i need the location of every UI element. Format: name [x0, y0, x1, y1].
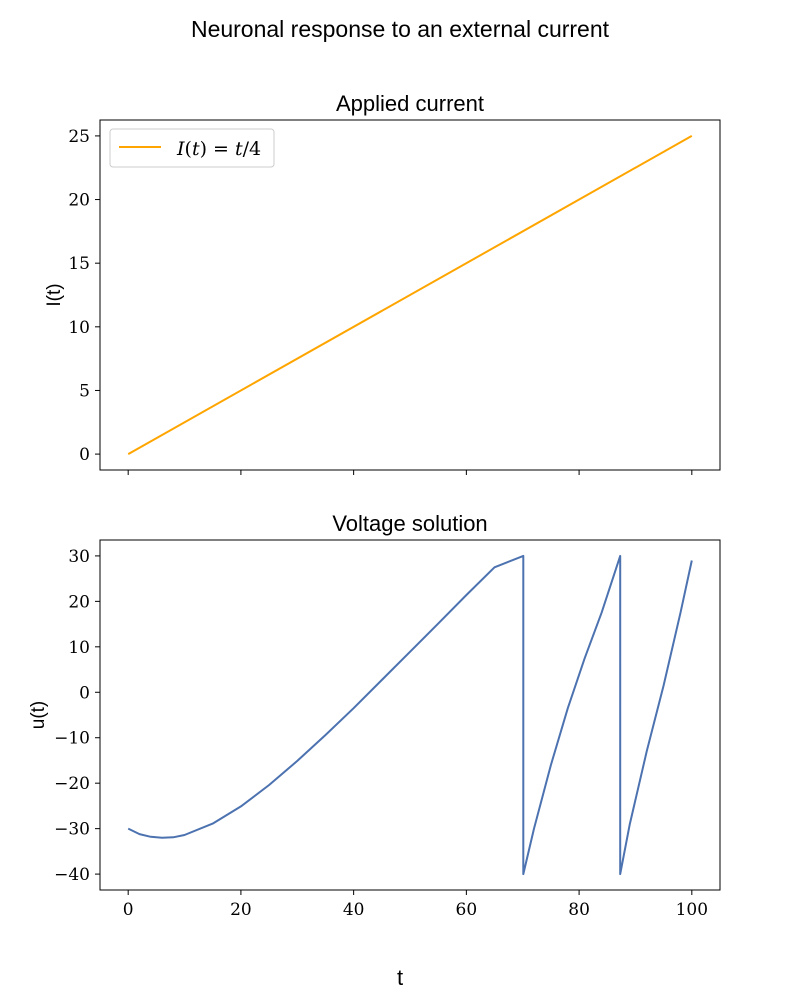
y-tick-label: 20 — [68, 191, 90, 211]
legend-box — [109, 128, 275, 168]
figure-suptitle: Neuronal response to an external current — [191, 16, 610, 42]
y-tick-label: 0 — [79, 683, 90, 703]
axes-frame — [99, 119, 721, 471]
y-tick-label: 20 — [68, 592, 90, 612]
y-tick-label: −20 — [54, 774, 90, 794]
legend-entry: I(t) = t/4 — [176, 138, 261, 160]
y-axis-label: I(t) — [44, 283, 65, 306]
y-tick-label: −40 — [54, 865, 90, 885]
y-axis-label: u(t) — [28, 701, 49, 730]
axes-frame — [99, 539, 721, 891]
y-tick-label: 10 — [68, 318, 90, 338]
y-tick-label: 10 — [68, 638, 90, 658]
y-tick-label: 15 — [68, 254, 90, 274]
chart-title: Applied current — [336, 91, 484, 116]
x-tick-label: 40 — [343, 900, 365, 920]
x-tick-label: 100 — [676, 900, 708, 920]
legend: I(t) = t/4 I(t) = t/4 — [0, 0, 275, 168]
y-tick-label: 5 — [79, 381, 90, 401]
chart-voltage-solution: Voltage solution u(t) 0 20 40 60 80 100−40−30… — [28, 511, 721, 920]
x-tick-label: 0 — [123, 900, 134, 920]
y-tick-label: −30 — [54, 820, 90, 840]
legend-entry-data: I(t) = t/4 — [0, 0, 5, 1]
series-line-0 — [127, 554, 693, 876]
y-tick-label: 0 — [79, 445, 90, 465]
chart-applied-current: Applied current I(t) 0 5 10 15 20 25 I(t) = t… — [0, 0, 721, 475]
y-tick-label: 25 — [68, 127, 90, 147]
x-tick-label: 60 — [456, 900, 478, 920]
x-tick-label: 80 — [568, 900, 590, 920]
series-line-0 — [127, 135, 693, 455]
y-tick-label: 30 — [68, 547, 90, 567]
y-tick-label: −10 — [54, 729, 90, 749]
chart-title: Voltage solution — [332, 511, 487, 536]
x-tick-label: 20 — [230, 900, 252, 920]
shared-xlabel: t — [397, 965, 403, 990]
